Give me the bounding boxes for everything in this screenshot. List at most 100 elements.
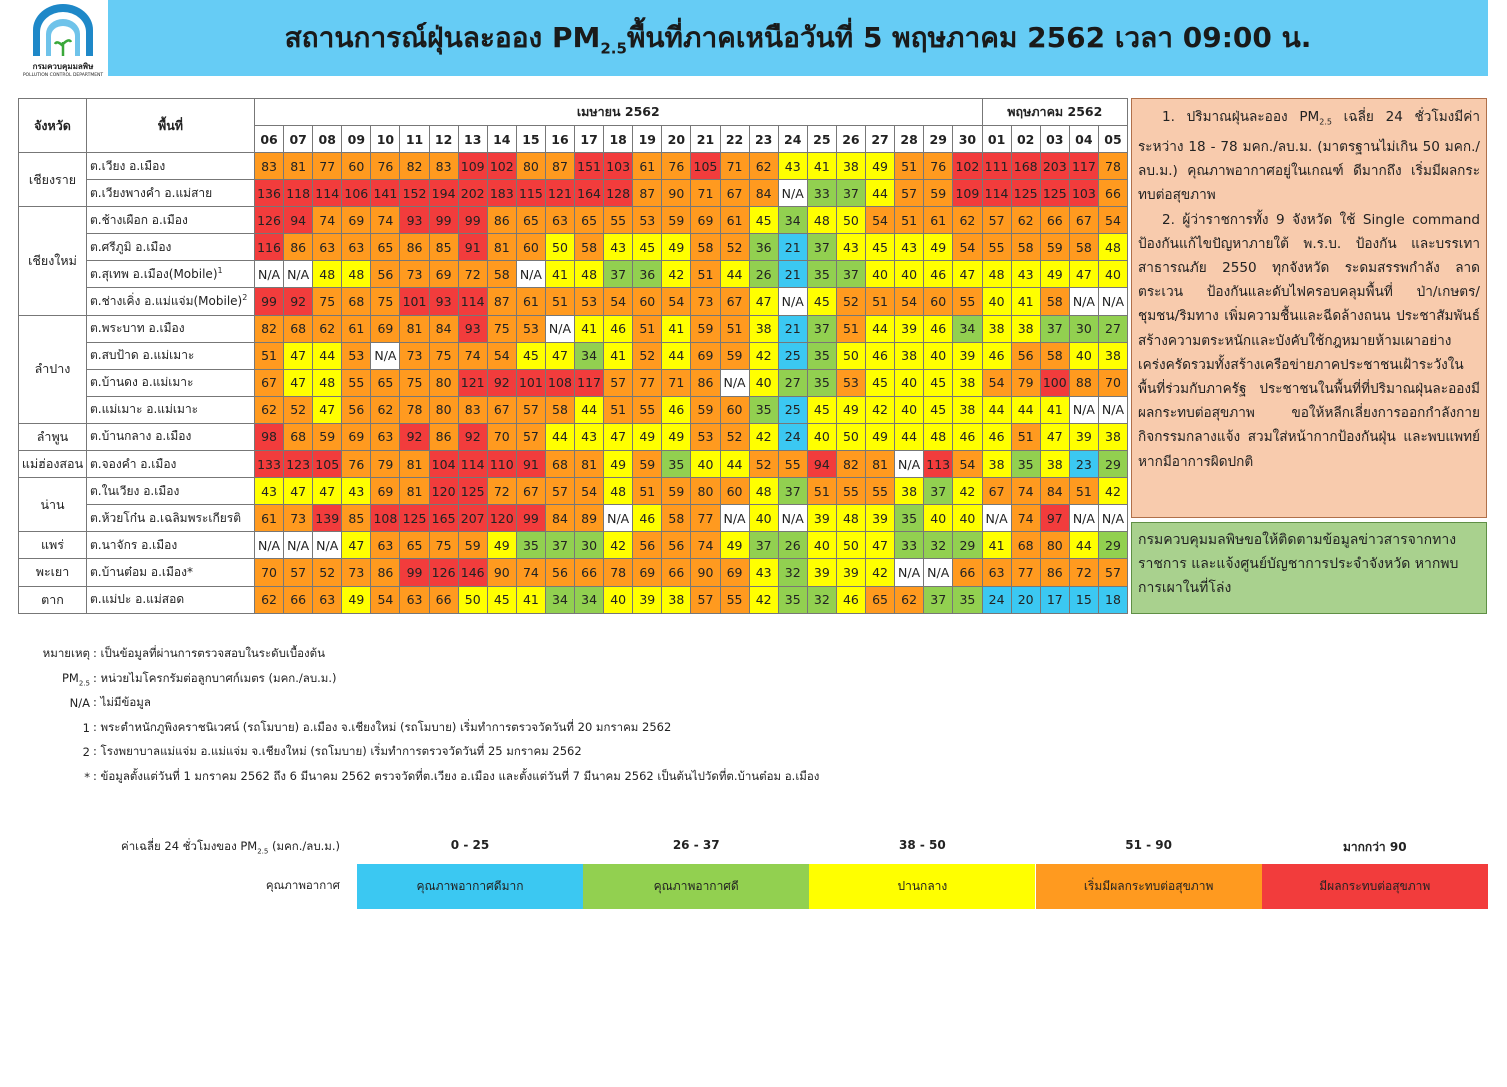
value-cell: 151 [574,151,605,181]
value-cell: 54 [981,368,1012,397]
value-cell: N/A [312,531,343,560]
value-cell: 35 [894,504,925,533]
value-cell: 66 [574,558,605,587]
value-cell: 202 [457,179,488,208]
value-cell: 40 [1097,260,1129,289]
note-row: 2: โรงพยาบาลแม่แจ่ม อ.แม่แจ่ม จ.เชียงใหม… [20,740,819,765]
value-cell: 34 [544,585,576,614]
value-cell: 37 [1039,314,1070,343]
value-cell: 79 [1010,368,1041,397]
value-cell: 39 [952,341,983,370]
station-cell: ต.บ้านกลาง อ.เมือง [86,422,255,452]
note-key: N/A [20,696,93,710]
summary-subscript: 2.5 [1319,117,1332,127]
value-cell: 65 [370,233,401,262]
value-cell: 52 [719,422,750,452]
value-cell: 114 [981,179,1012,208]
value-cell: 48 [923,422,954,452]
value-cell: 141 [370,179,401,208]
value-cell: 69 [632,558,663,587]
value-cell: 61 [341,314,372,343]
value-cell: 59 [719,341,750,370]
value-cell: 46 [981,422,1012,452]
value-cell: 56 [370,260,401,289]
value-cell: 65 [399,531,430,560]
value-cell: 39 [1068,422,1099,452]
value-cell: 59 [923,179,954,208]
value-cell: 80 [428,395,459,424]
value-cell: 52 [312,558,343,587]
value-cell: 33 [806,179,837,208]
note-key-text: N/A [69,696,90,711]
value-cell: 25 [777,395,808,424]
value-cell: 70 [486,422,517,452]
value-cell: 75 [486,314,517,343]
station-cell: ต.แม่เมาะ อ.แม่เมาะ [86,395,255,424]
value-cell: 109 [457,151,488,181]
value-cell: 74 [515,558,546,587]
value-cell: 42 [952,477,983,506]
value-cell: 66 [283,585,314,614]
station-cell: ต.สบป้าด อ.แม่เมาะ [86,341,255,370]
value-cell: 37 [923,585,954,614]
value-cell: 37 [835,179,866,208]
value-cell: 51 [544,287,576,316]
value-cell: 37 [923,477,954,506]
station-name: ต.เวียงพางคำ อ.แม่สาย [90,185,213,200]
value-cell: 37 [603,260,634,289]
value-cell: 83 [428,151,459,181]
value-cell: 35 [515,531,546,560]
legend-swatch: เริ่มมีผลกระทบต่อสุขภาพ [1035,864,1262,909]
value-cell: 103 [1068,179,1099,208]
value-cell: 55 [952,287,983,316]
value-cell: 53 [341,341,372,370]
value-cell: 40 [603,585,634,614]
station-cell: ต.จองคำ อ.เมือง [86,450,255,479]
value-cell: 94 [283,206,314,235]
value-cell: 81 [283,151,314,181]
day-header: 12 [428,125,459,153]
value-cell: 100 [1039,368,1070,397]
note-row: PM2.5: หน่วยไมโครกรัมต่อลูกบาศก์เมตร (มค… [20,667,819,692]
value-cell: 54 [864,206,896,235]
value-cell: 71 [719,151,750,181]
station-footnote: 2 [242,293,248,303]
value-cell: 58 [1068,233,1099,262]
value-cell: N/A [777,287,808,316]
value-cell: 125 [399,504,430,533]
value-cell: 59 [690,314,721,343]
value-cell: 84 [748,179,779,208]
value-cell: 40 [894,395,925,424]
value-cell: N/A [253,260,285,289]
value-cell: 75 [312,287,343,316]
value-cell: 86 [370,558,401,587]
note-key: หมายเหตุ [20,645,93,663]
value-cell: 98 [253,422,285,452]
value-cell: 46 [952,422,983,452]
value-cell: 36 [632,260,663,289]
value-cell: 41 [515,585,546,614]
value-cell: 59 [457,531,488,560]
value-cell: 47 [312,395,343,424]
province-cell: ตาก [18,585,87,614]
value-cell: 41 [981,531,1012,560]
value-cell: N/A [253,531,285,560]
value-cell: 118 [283,179,314,208]
value-cell: 69 [341,422,372,452]
value-cell: 77 [312,151,343,181]
value-cell: 105 [312,450,343,479]
value-cell: 38 [748,314,779,343]
value-cell: 54 [574,477,605,506]
day-header: 24 [777,125,808,153]
value-cell: 57 [690,585,721,614]
value-cell: 54 [894,287,925,316]
value-cell: 75 [370,287,401,316]
value-cell: 133 [253,450,285,479]
value-cell: 77 [1010,558,1041,587]
day-header: 16 [544,125,576,153]
value-cell: 58 [690,233,721,262]
value-cell: 59 [661,477,692,506]
value-cell: 80 [690,477,721,506]
value-cell: 61 [719,206,750,235]
value-cell: 86 [283,233,314,262]
